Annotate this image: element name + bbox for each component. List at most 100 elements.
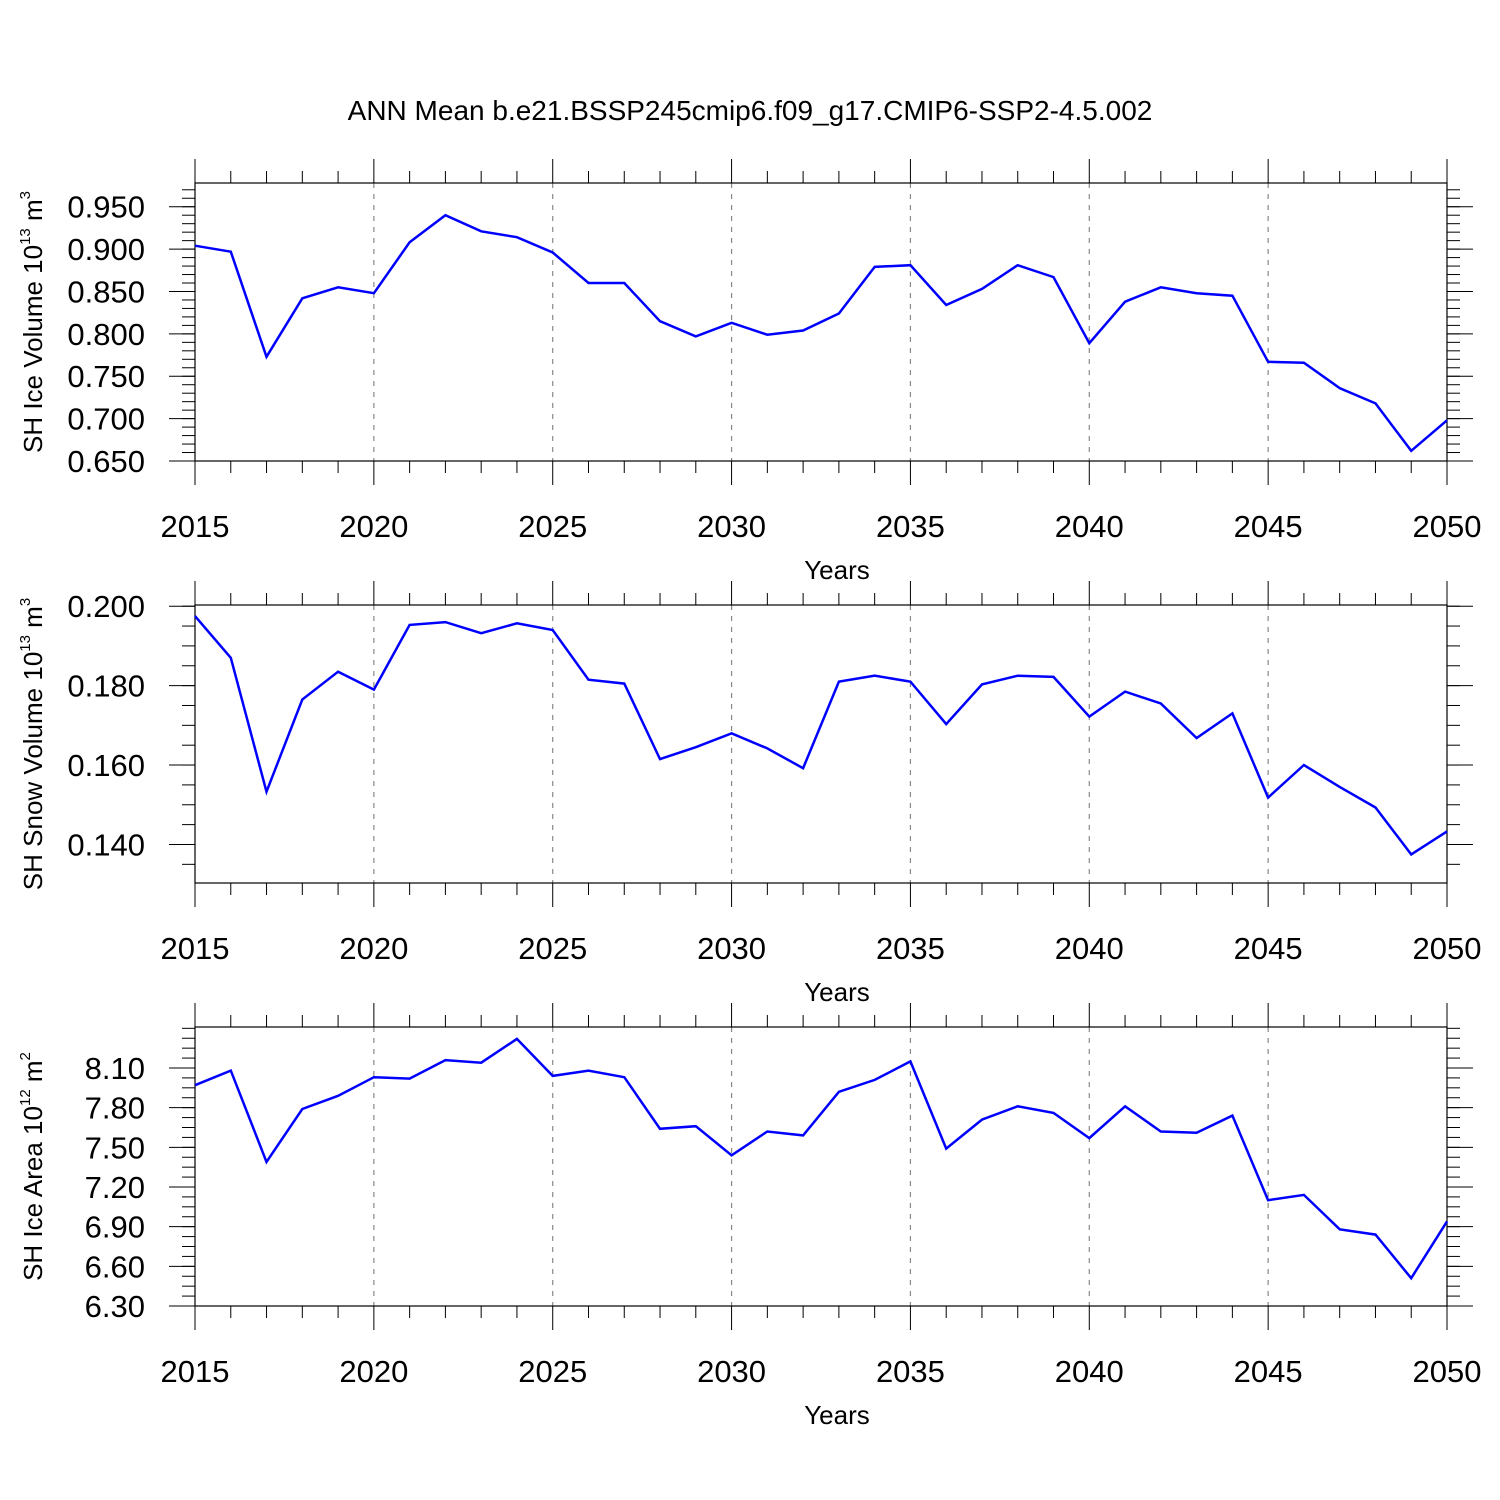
data-point [408, 623, 412, 627]
x-tick-label: 2045 [1234, 931, 1303, 966]
data-point [908, 1059, 912, 1063]
data-point [408, 1077, 412, 1081]
data-point [1230, 711, 1234, 715]
y-axis-label-exponent: 13 [17, 635, 34, 652]
data-point [837, 1090, 841, 1094]
data-point [1266, 360, 1270, 364]
data-point [1445, 829, 1449, 833]
y-axis-label-text: SH Ice Area 10 [18, 1106, 48, 1281]
plot-frame [194, 182, 1448, 462]
x-tick-label: 2050 [1413, 509, 1482, 544]
y-axis-label: SH Ice Volume 1013 m3 [17, 191, 48, 453]
data-point [479, 631, 483, 635]
data-point [479, 1061, 483, 1065]
data-point [372, 1075, 376, 1079]
series-line [194, 615, 1448, 857]
chart-panel-3: 2015 2020 2025 2030 2035 2040 2045 2050 Years 6.3… [17, 1003, 1481, 1430]
data-point [1409, 852, 1413, 856]
data-point [372, 688, 376, 692]
y-tick-label: 6.60 [85, 1249, 145, 1284]
data-point [658, 1127, 662, 1131]
data-point [1052, 675, 1056, 679]
y-tick-label: 8.10 [85, 1051, 145, 1086]
data-point [1338, 386, 1342, 390]
x-tick-label: 2045 [1234, 1354, 1303, 1389]
data-point [265, 1160, 269, 1164]
data-point [801, 1133, 805, 1137]
data-point [408, 240, 412, 244]
data-point [837, 680, 841, 684]
data-point [1195, 1131, 1199, 1135]
y-axis-label-unit-exponent: 3 [17, 598, 34, 606]
y-axis-label-unit: m [18, 606, 48, 635]
data-point [1338, 1227, 1342, 1231]
data-point [1302, 1193, 1306, 1197]
data-point [1052, 275, 1056, 279]
data-point [694, 334, 698, 338]
data-point [1159, 701, 1163, 705]
series-line [194, 1037, 1449, 1281]
data-point [765, 333, 769, 337]
data-point [980, 1118, 984, 1122]
data-point [730, 731, 734, 735]
x-tick-label: 2025 [518, 931, 587, 966]
data-point [730, 321, 734, 325]
y-tick-label: 0.900 [67, 232, 145, 267]
plot-frame [194, 604, 1448, 884]
y-tick-label: 0.140 [67, 827, 145, 862]
data-point [586, 1069, 590, 1073]
y-tick-label: 0.650 [67, 444, 145, 479]
data-point [1123, 1104, 1127, 1108]
x-tick-label: 2020 [339, 1354, 408, 1389]
y-axis-label-exponent: 12 [17, 1089, 34, 1106]
chart-panel-2: 2015 2020 2025 2030 2035 2040 2045 2050 Years 0.1… [17, 581, 1481, 1007]
y-tick-label: 0.800 [67, 317, 145, 352]
data-point [336, 285, 340, 289]
data-point [1373, 1233, 1377, 1237]
data-point [229, 250, 233, 254]
data-point [1445, 1219, 1449, 1223]
data-point [193, 244, 197, 248]
data-point [801, 328, 805, 332]
data-point [1230, 294, 1234, 298]
data-point [1159, 285, 1163, 289]
x-tick-label: 2035 [876, 509, 945, 544]
y-axis-label-exponent: 13 [17, 228, 34, 245]
x-tick-label: 2030 [697, 1354, 766, 1389]
data-point [1016, 1104, 1020, 1108]
data-point [730, 1153, 734, 1157]
data-point [515, 1037, 519, 1041]
y-axis-label-unit-exponent: 2 [17, 1052, 34, 1060]
data-point [1123, 300, 1127, 304]
x-axis-label: Years [804, 1400, 870, 1430]
data-point [1266, 796, 1270, 800]
y-tick-label: 7.50 [85, 1130, 145, 1165]
data-point [551, 628, 555, 632]
data-point [551, 1074, 555, 1078]
y-tick-label: 0.700 [67, 402, 145, 437]
y-axis-label-text: SH Ice Volume 10 [18, 245, 48, 453]
y-tick-label: 0.750 [67, 359, 145, 394]
data-point [300, 1107, 304, 1111]
x-tick-label: 2030 [697, 931, 766, 966]
x-tick-label: 2020 [339, 509, 408, 544]
x-tick-label: 2035 [876, 931, 945, 966]
data-point [1123, 690, 1127, 694]
data-point [944, 1147, 948, 1151]
data-point [1195, 736, 1199, 740]
data-point [1302, 763, 1306, 767]
data-point [1409, 449, 1413, 453]
data-point [1087, 1136, 1091, 1140]
chart-panel-1: 2015 2020 2025 2030 2035 2040 2045 2050 Years 0.6… [17, 159, 1481, 585]
data-point [443, 1058, 447, 1062]
data-point [801, 766, 805, 770]
data-point [300, 296, 304, 300]
data-point [586, 281, 590, 285]
data-point [1016, 263, 1020, 267]
figure-title: ANN Mean b.e21.BSSP245cmip6.f09_g17.CMIP… [348, 95, 1153, 126]
data-point [694, 745, 698, 749]
data-point [1302, 361, 1306, 365]
y-tick-label: 6.90 [85, 1210, 145, 1245]
x-tick-label: 2050 [1413, 1354, 1482, 1389]
